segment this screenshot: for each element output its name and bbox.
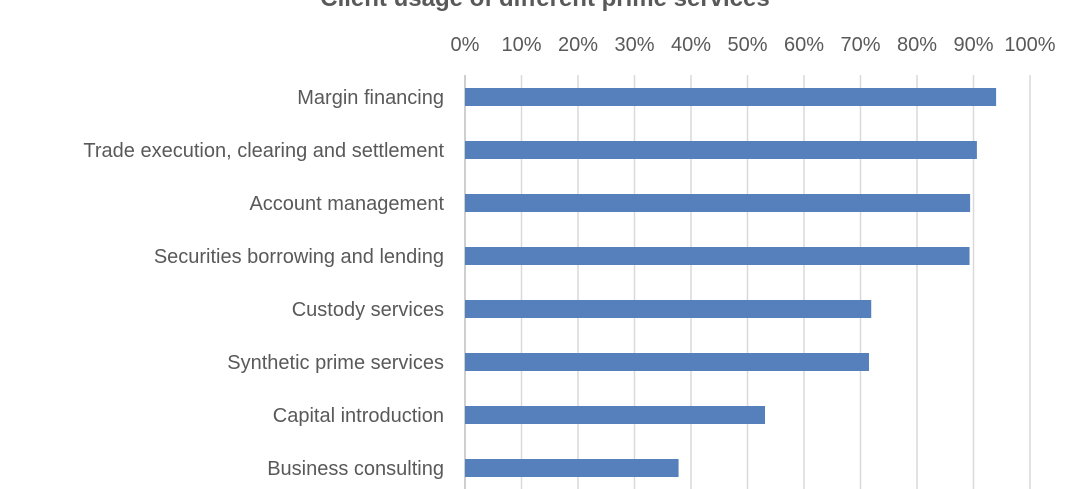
x-tick-label: 70% [840,34,880,56]
bar [465,459,679,477]
bar [465,353,869,371]
x-tick-label: 40% [671,34,711,56]
bar [465,88,997,106]
x-tick-label: 80% [897,34,937,56]
category-label: Custody services [292,299,444,321]
x-tick-label: 0% [451,34,480,56]
bar [465,141,977,159]
x-tick-label: 100% [1004,34,1055,56]
chart-title: Client usage of different prime services [320,0,769,12]
x-tick-label: 90% [953,34,993,56]
x-tick-label: 60% [784,34,824,56]
x-tick-label: 10% [501,34,541,56]
category-label: Capital introduction [273,405,444,427]
category-label: Securities borrowing and lending [154,246,444,268]
category-label: Account management [249,193,444,215]
x-tick-label: 50% [727,34,767,56]
bar [465,300,872,318]
category-label: Trade execution, clearing and settlement [83,140,444,162]
category-label: Synthetic prime services [227,352,444,374]
bar [465,247,970,265]
x-tick-label: 30% [614,34,654,56]
category-label: Margin financing [297,87,444,109]
x-tick-label: 20% [558,34,598,56]
bar [465,194,971,212]
category-label: Business consulting [267,458,444,480]
bar [465,406,766,424]
